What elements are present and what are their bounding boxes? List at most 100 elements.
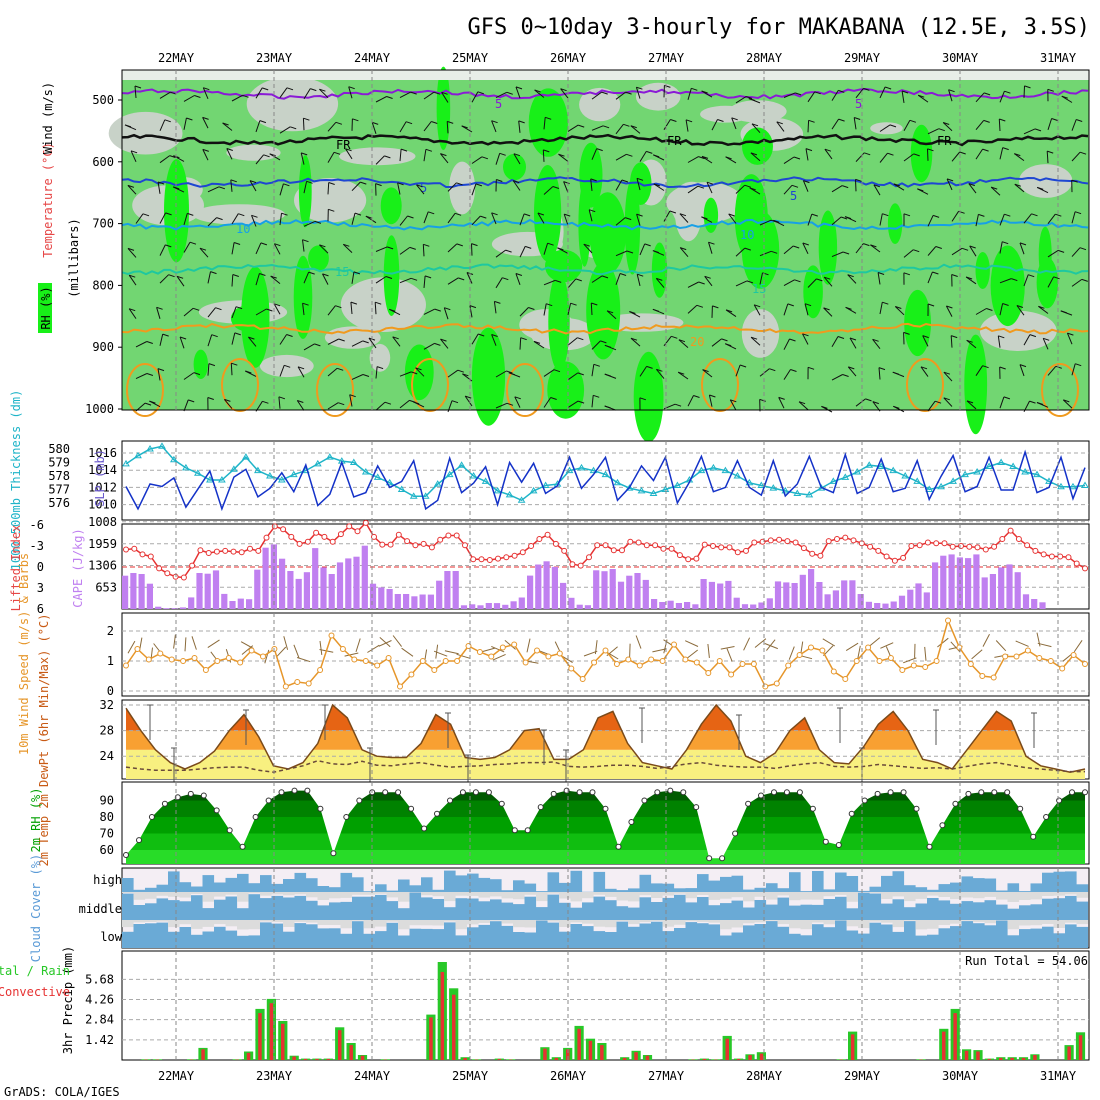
wind-barb	[255, 120, 261, 133]
isotherm-value-label: 10	[236, 222, 250, 236]
thickness-point	[637, 486, 646, 494]
wind-barb-flag	[207, 397, 214, 400]
wind-barb-flag	[242, 94, 249, 98]
cloud-gap	[996, 892, 1008, 900]
wind-barb	[975, 308, 987, 315]
wind-barb-flag	[173, 186, 180, 190]
rh-point	[589, 789, 596, 796]
cape-bar	[832, 590, 839, 609]
wind-barb-flag	[739, 364, 747, 368]
lifted-index-point	[685, 556, 692, 563]
thickness-point	[1021, 468, 1029, 475]
thickness-point	[961, 470, 969, 478]
rh-tick-label: 80	[100, 810, 114, 824]
cloud-cell	[490, 879, 502, 892]
wind-speed-point	[830, 668, 837, 675]
wind-barb	[735, 96, 747, 104]
date-label-top: 30MAY	[942, 51, 979, 65]
wind-barb	[159, 212, 167, 224]
rh-point	[732, 830, 739, 837]
cape-bar	[204, 573, 211, 609]
cloud-cell	[697, 897, 709, 920]
thickness-point	[134, 451, 142, 459]
wind-barb	[255, 87, 263, 99]
wind-barb-flag	[927, 148, 934, 152]
cape-bar	[783, 582, 790, 609]
rh-moist-patch	[818, 210, 838, 285]
thickness-point	[853, 468, 862, 475]
wind-barb-flag	[590, 178, 597, 182]
cloud-cell	[237, 908, 249, 920]
cloud-cell	[1019, 929, 1031, 948]
wind-barb	[588, 209, 593, 222]
cloud-cell	[996, 920, 1008, 948]
wind-barb-flag	[434, 308, 441, 312]
wind-barb-flag	[447, 120, 454, 124]
wind-barb	[443, 307, 449, 320]
isotherm-contour-25	[701, 358, 739, 412]
cloud-gap	[444, 892, 456, 902]
wind-barb-flag	[982, 148, 989, 152]
wind-barb-flag	[1055, 213, 1062, 217]
rh-point	[758, 792, 764, 799]
wind-barb-flag	[345, 148, 352, 152]
cloud-cell	[168, 871, 180, 892]
thickness-point	[709, 463, 718, 471]
lifted-index-point	[982, 546, 989, 553]
wind-barb	[702, 369, 713, 378]
wind-barb	[999, 303, 1004, 316]
wind-barb	[542, 149, 545, 162]
wind-barb-flag	[397, 182, 404, 186]
wind-speed-point	[1059, 665, 1066, 672]
lifted-index-point	[147, 553, 154, 560]
wind-barb	[831, 251, 844, 258]
cloud-gap	[789, 920, 801, 929]
cloud-cell	[605, 900, 617, 920]
lifted-index-point	[850, 537, 857, 544]
date-label-top: 24MAY	[354, 51, 391, 65]
wind-barb-flag	[281, 212, 288, 216]
wind-barb	[567, 400, 579, 409]
wind-barb-flag	[319, 88, 326, 92]
isotherm-value-label: 5	[855, 97, 862, 111]
thickness-tick-label: 576	[48, 496, 70, 510]
cape-bar	[642, 579, 649, 609]
wind-barb	[591, 395, 594, 408]
wind-barb-flag	[259, 273, 266, 276]
wind-barb-flag	[746, 280, 754, 284]
cape-bar	[246, 599, 253, 609]
wind-barb	[1023, 128, 1036, 135]
thickness-point	[1057, 482, 1065, 490]
wind-barb	[1023, 213, 1032, 224]
cloud-cell	[1076, 901, 1089, 920]
cloud-gap	[812, 920, 824, 923]
lifted-index-point	[437, 536, 444, 543]
wind-barb-flag	[656, 368, 663, 372]
wind-barb	[230, 179, 233, 192]
wind-barb-flag	[601, 275, 609, 279]
wind-barb-flag	[563, 181, 570, 185]
cape-bar	[493, 603, 501, 609]
cloud-gap	[329, 892, 341, 899]
wind-barb-flag	[303, 117, 310, 121]
cloud-cell	[168, 900, 180, 920]
wind-barb-10m	[629, 643, 631, 658]
rh-tick-label: 60	[100, 843, 114, 857]
cloud-cell	[651, 921, 663, 948]
cloud-cell	[559, 882, 571, 892]
cloud-gap	[524, 920, 537, 928]
cloud-gap	[363, 892, 376, 895]
wind-barb	[302, 303, 305, 316]
cloud-cell	[662, 897, 675, 920]
cloud-cell	[398, 908, 410, 920]
wind-barb-flag	[789, 338, 796, 342]
precip-legend-convective: Convective	[0, 985, 70, 999]
rh-moist-patch	[579, 142, 603, 208]
rh-point	[304, 787, 311, 794]
cloud-gap	[237, 892, 249, 902]
wind-barb-flag	[558, 153, 565, 157]
wind-barb-flag	[601, 91, 608, 95]
wind-barb-flag	[630, 337, 638, 341]
wind-barb-flag	[637, 273, 644, 277]
